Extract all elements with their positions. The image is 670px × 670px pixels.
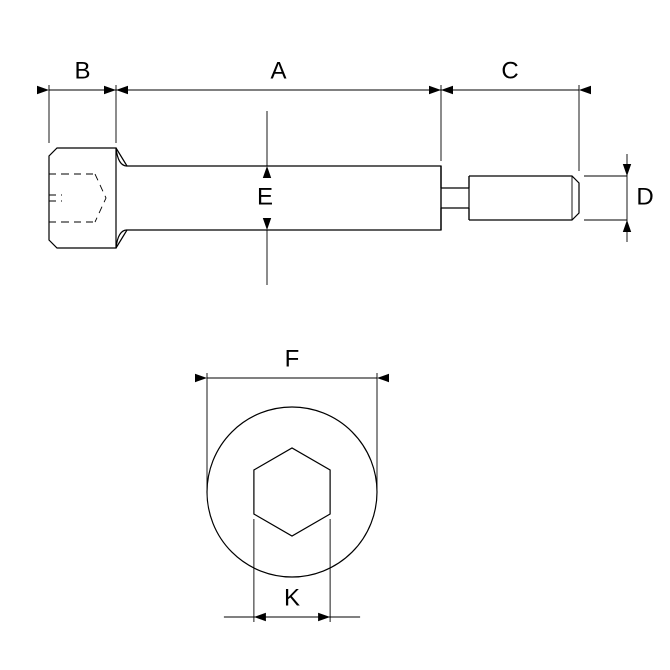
dim-label-c: C <box>501 57 518 84</box>
dim-label-k: K <box>284 584 300 611</box>
dim-label-f: F <box>285 345 300 372</box>
dim-label-a: A <box>270 57 286 84</box>
dim-label-e: E <box>257 183 273 210</box>
dim-label-b: B <box>74 57 90 84</box>
dim-label-d: D <box>636 183 653 210</box>
